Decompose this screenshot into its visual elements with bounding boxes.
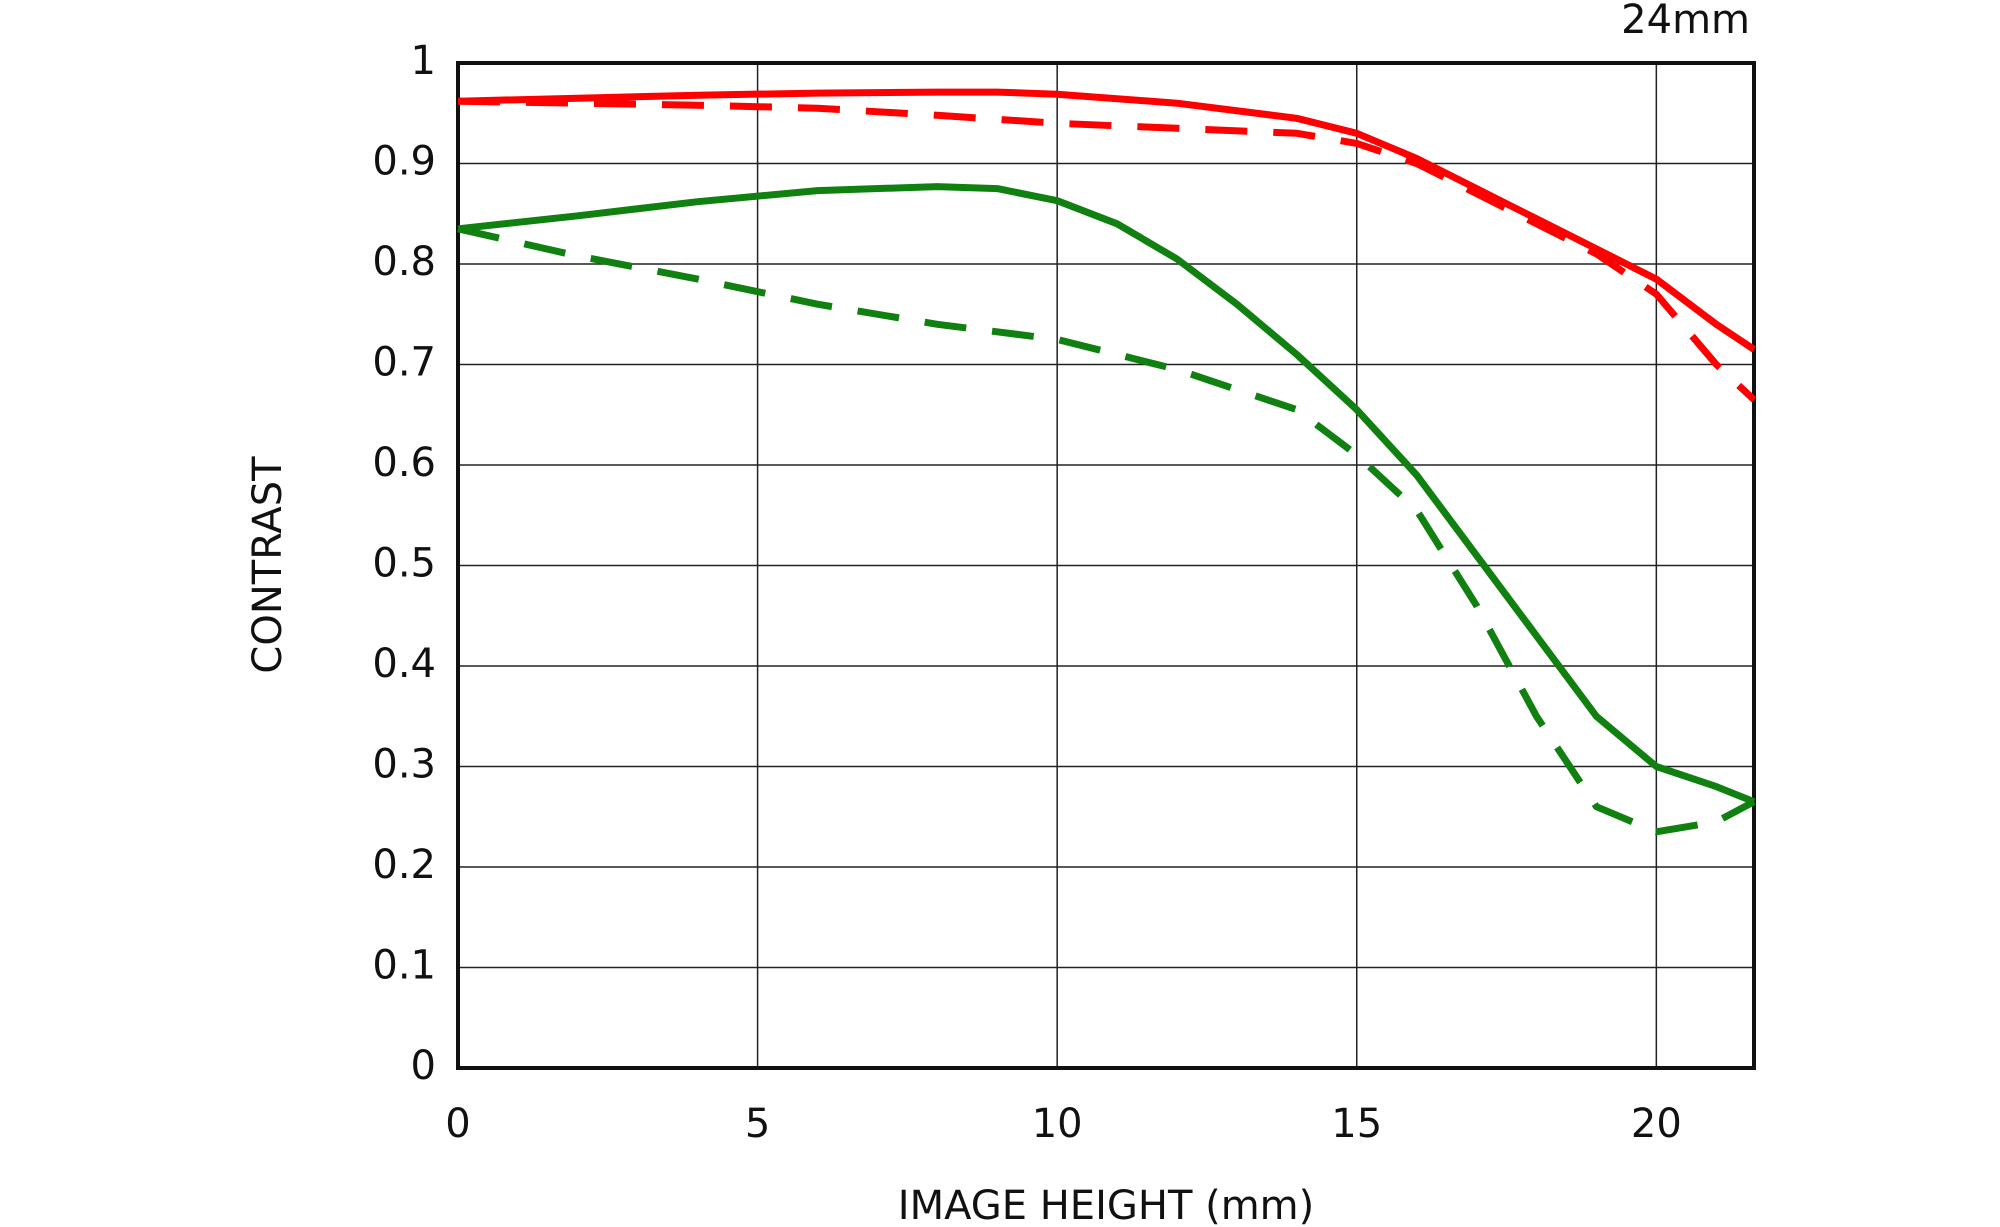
y-tick-label: 0.4	[372, 641, 436, 687]
x-tick-label: 5	[745, 1101, 770, 1147]
line-series	[457, 97, 1757, 403]
y-tick-label: 0.2	[372, 842, 436, 888]
line-series	[457, 88, 1756, 353]
y-tick-label: 0.7	[372, 340, 436, 386]
x-tick-label: 10	[1032, 1101, 1083, 1147]
y-tick-label: 0	[411, 1043, 436, 1089]
x-tick-label: 20	[1631, 1101, 1682, 1147]
y-tick-label: 1	[411, 38, 436, 84]
y-tick-label: 0.8	[372, 239, 436, 285]
y-tick-label: 0.9	[372, 139, 436, 185]
y-tick-label: 0.1	[372, 943, 436, 989]
line-series	[457, 225, 1756, 836]
x-axis-label: IMAGE HEIGHT (mm)	[898, 1183, 1314, 1227]
y-tick-label: 0.3	[372, 742, 436, 788]
y-tick-label: 0.6	[372, 440, 436, 486]
y-axis-label: CONTRAST	[245, 456, 291, 674]
line-series	[457, 183, 1756, 805]
chart-title: 24mm	[1621, 0, 1750, 43]
plot-frame	[456, 61, 1756, 1070]
y-tick-label: 0.5	[372, 541, 436, 587]
x-tick-label: 15	[1331, 1101, 1382, 1147]
x-tick-label: 0	[445, 1101, 470, 1147]
